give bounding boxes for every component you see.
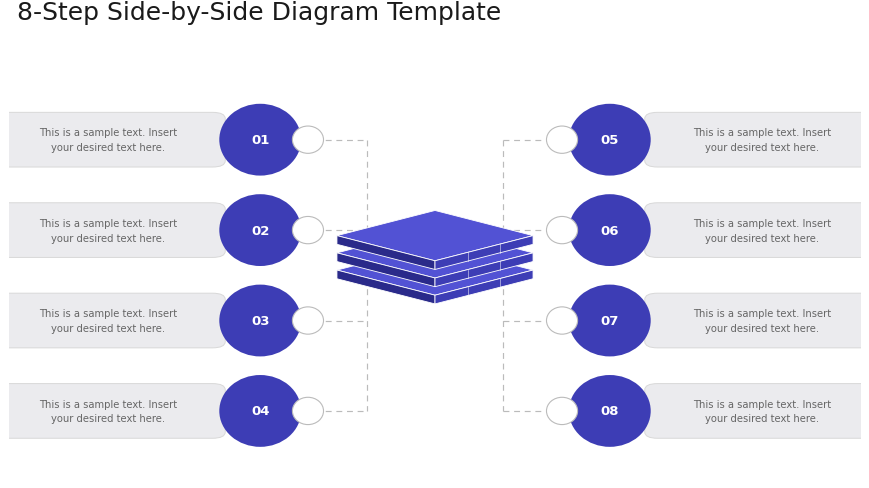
Polygon shape — [434, 236, 533, 270]
Ellipse shape — [292, 217, 323, 244]
Ellipse shape — [219, 195, 301, 266]
FancyBboxPatch shape — [0, 294, 225, 348]
Text: This is a sample text. Insert
your desired text here.: This is a sample text. Insert your desir… — [692, 128, 830, 153]
Polygon shape — [336, 211, 533, 261]
Ellipse shape — [292, 127, 323, 154]
Polygon shape — [336, 245, 533, 296]
Text: 08: 08 — [600, 405, 619, 418]
Text: This is a sample text. Insert
your desired text here.: This is a sample text. Insert your desir… — [39, 399, 177, 424]
Text: This is a sample text. Insert
your desired text here.: This is a sample text. Insert your desir… — [692, 308, 830, 333]
Text: 06: 06 — [600, 224, 619, 237]
Ellipse shape — [568, 285, 650, 357]
FancyBboxPatch shape — [644, 113, 869, 168]
Polygon shape — [336, 236, 434, 270]
Text: This is a sample text. Insert
your desired text here.: This is a sample text. Insert your desir… — [39, 128, 177, 153]
Text: 04: 04 — [250, 405, 269, 418]
Text: This is a sample text. Insert
your desired text here.: This is a sample text. Insert your desir… — [39, 218, 177, 243]
Polygon shape — [336, 253, 434, 287]
Ellipse shape — [546, 307, 577, 334]
Text: 02: 02 — [251, 224, 269, 237]
FancyBboxPatch shape — [644, 384, 869, 438]
Polygon shape — [336, 270, 434, 305]
Polygon shape — [336, 228, 533, 279]
Text: 03: 03 — [250, 314, 269, 327]
Polygon shape — [434, 270, 533, 305]
FancyBboxPatch shape — [0, 203, 225, 258]
Text: 8-Step Side-by-Side Diagram Template: 8-Step Side-by-Side Diagram Template — [17, 1, 501, 25]
Text: 07: 07 — [600, 314, 618, 327]
Ellipse shape — [219, 104, 301, 176]
Ellipse shape — [568, 104, 650, 176]
FancyBboxPatch shape — [0, 113, 225, 168]
Text: This is a sample text. Insert
your desired text here.: This is a sample text. Insert your desir… — [39, 308, 177, 333]
FancyBboxPatch shape — [0, 384, 225, 438]
Ellipse shape — [219, 285, 301, 357]
Ellipse shape — [568, 375, 650, 447]
Text: 05: 05 — [600, 134, 618, 147]
Ellipse shape — [546, 127, 577, 154]
Ellipse shape — [546, 217, 577, 244]
Ellipse shape — [292, 397, 323, 425]
FancyBboxPatch shape — [644, 294, 869, 348]
FancyBboxPatch shape — [644, 203, 869, 258]
Polygon shape — [434, 253, 533, 287]
Text: 01: 01 — [251, 134, 269, 147]
Ellipse shape — [546, 397, 577, 425]
Text: This is a sample text. Insert
your desired text here.: This is a sample text. Insert your desir… — [692, 218, 830, 243]
Ellipse shape — [568, 195, 650, 266]
Ellipse shape — [292, 307, 323, 334]
Ellipse shape — [219, 375, 301, 447]
Text: This is a sample text. Insert
your desired text here.: This is a sample text. Insert your desir… — [692, 399, 830, 424]
